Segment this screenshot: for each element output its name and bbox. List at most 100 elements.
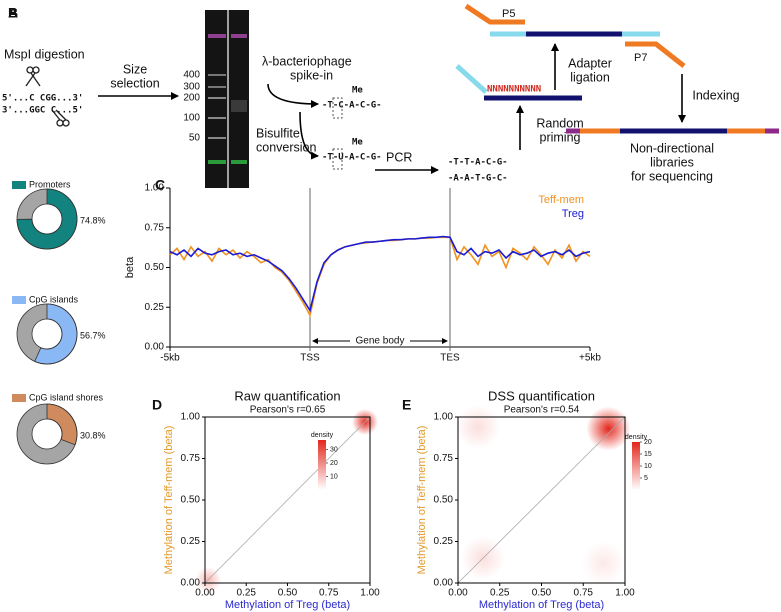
ladder-label: 400 (183, 70, 200, 81)
x-tick-label: +5kb (579, 353, 601, 364)
sequence: -T-T-A-C-G- (448, 158, 508, 168)
legend-swatch (12, 296, 26, 304)
arrow (267, 83, 319, 108)
colorbar-label: density (625, 434, 648, 441)
library-label: libraries (650, 155, 694, 169)
density-blob (586, 406, 631, 451)
legend-label: Treg (562, 208, 584, 220)
library-label: for sequencing (631, 169, 713, 183)
density-blob (456, 404, 501, 449)
ladder-label: 200 (183, 93, 200, 104)
legend-label: Promoters (29, 179, 71, 189)
arrow (299, 111, 319, 160)
colorbar-tick-label: 20 (644, 439, 652, 446)
scissors-icon (25, 66, 70, 127)
x-tick-label: 0.50 (278, 588, 298, 599)
step-label: Adapter (568, 56, 612, 70)
step-label: MspI digestion (4, 47, 85, 61)
x-tick-label: 0.75 (574, 588, 594, 599)
y-tick-label: 0.00 (145, 342, 165, 353)
y-tick-label: 0.00 (181, 578, 201, 589)
y-tick-label: 0.25 (434, 536, 454, 547)
x-tick-label: 0.00 (195, 588, 215, 599)
panel-label: E (402, 397, 411, 413)
legend-swatch (12, 181, 26, 189)
step-label: selection (110, 76, 159, 90)
panel-label: C (155, 177, 165, 193)
density-blob (581, 541, 626, 586)
y-tick-label: 0.50 (181, 495, 201, 506)
panel-a: A MspI digestion 5'...C CGG...3' 3'...GG… (2, 3, 779, 188)
donut-slice (46, 403, 78, 446)
x-tick-label: 0.50 (532, 588, 552, 599)
primer-label: P5 (502, 8, 515, 20)
adapter (455, 64, 488, 94)
value-label: 56.7% (80, 330, 106, 340)
y-tick-label: 0.50 (145, 262, 165, 273)
legend-label: CpG islands (29, 294, 79, 304)
x-tick-label: TSS (300, 353, 320, 364)
sequence: -A-A-T-G-C- (448, 174, 508, 184)
primer-label: P7 (634, 52, 647, 64)
donut-outline (16, 303, 78, 365)
panel-label: A (8, 5, 18, 21)
chart-title: Raw quantification (234, 388, 340, 403)
chart-title: DSS quantification (488, 388, 595, 403)
y-axis-label: Methylation of Teff-mem (beta) (163, 426, 175, 575)
colorbar-tick-label: 10 (330, 473, 338, 480)
line-series (169, 235, 591, 313)
colorbar-label: density (311, 432, 334, 439)
y-axis-label: Methylation of Teff-mem (beta) (416, 426, 428, 575)
step-label: Indexing (692, 88, 739, 102)
step-label: spike-in (290, 68, 333, 82)
x-tick-label: -5kb (160, 353, 180, 364)
step-label: Size (123, 62, 147, 76)
y-tick-label: 0.25 (181, 536, 201, 547)
donut-outline (16, 403, 78, 465)
colorbar (318, 440, 326, 490)
y-tick-label: 0.75 (181, 453, 201, 464)
x-axis-label: Methylation of Treg (beta) (479, 599, 604, 611)
highlight-box (332, 148, 343, 170)
sequence: 5'...C CGG...3' (2, 94, 83, 104)
y-tick-label: 0.00 (434, 578, 454, 589)
colorbar-tick-label: 30 (330, 446, 338, 453)
x-tick-label: 1.00 (360, 588, 380, 599)
sequence: -T-C-A-C-G- (322, 101, 382, 111)
diagonal (204, 416, 371, 584)
colorbar-tick-label: 15 (644, 451, 652, 458)
sequence: -T-U-A-C-G- (322, 153, 382, 163)
x-tick-label: 0.25 (237, 588, 257, 599)
step-label: Random (536, 116, 583, 130)
ladder-label: 100 (183, 113, 200, 124)
ladder-label: 50 (189, 133, 201, 144)
donut-outline (31, 418, 63, 450)
step-label: conversion (256, 140, 316, 154)
x-tick-label: TES (440, 353, 460, 364)
x-axis-label: Methylation of Treg (beta) (225, 599, 350, 611)
ligated-fragment (464, 3, 686, 68)
step-label: priming (540, 130, 581, 144)
gel (205, 10, 249, 188)
y-tick-label: 1.00 (145, 183, 165, 194)
chart-subtitle: Pearson's r=0.65 (250, 405, 326, 416)
y-tick-label: 0.75 (145, 222, 165, 233)
ladder-label: 300 (183, 82, 200, 93)
colorbar (632, 442, 640, 490)
step-label: Bisulfite (256, 126, 300, 140)
colorbar-tick-label: 20 (330, 460, 338, 467)
legend-swatch (12, 394, 26, 402)
diagonal (457, 416, 626, 584)
donut-outline (31, 318, 63, 350)
sequence: 3'...GGC C...5' (2, 106, 83, 116)
x-tick-label: 0.25 (490, 588, 510, 599)
panel-label: D (152, 397, 162, 413)
colorbar-tick-label: 5 (644, 475, 648, 482)
highlight-box (332, 97, 343, 119)
annotation: Gene body (356, 336, 405, 347)
step-label: PCR (386, 150, 412, 164)
y-tick-label: 0.75 (434, 453, 454, 464)
panel-label: B (8, 5, 18, 21)
y-tick-label: 1.00 (434, 412, 454, 423)
